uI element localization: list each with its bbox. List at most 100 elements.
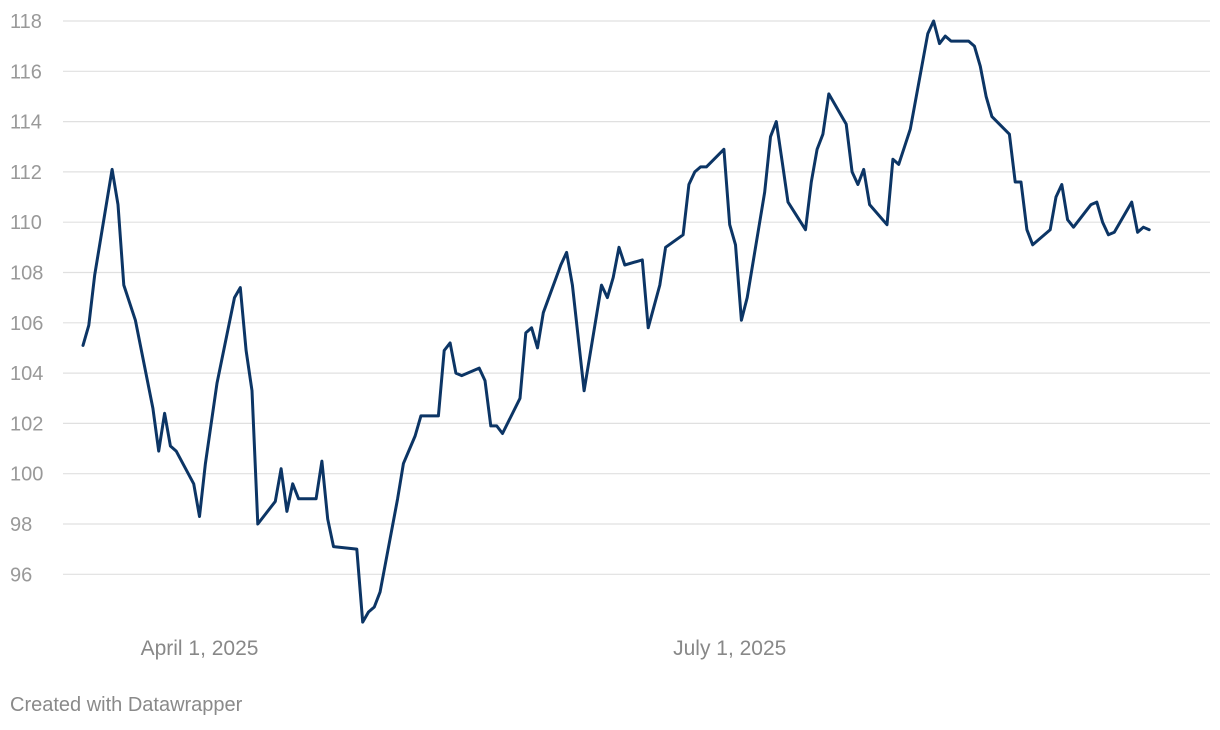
data-point[interactable] <box>936 40 944 48</box>
data-point[interactable] <box>860 165 868 173</box>
data-point[interactable] <box>813 145 821 153</box>
data-point[interactable] <box>761 188 769 196</box>
data-point[interactable] <box>399 460 407 468</box>
data-point[interactable] <box>370 603 378 611</box>
data-point[interactable] <box>120 281 128 289</box>
data-point[interactable] <box>411 432 419 440</box>
data-point[interactable] <box>947 37 955 45</box>
data-point[interactable] <box>848 168 856 176</box>
data-point[interactable] <box>114 201 122 209</box>
data-point[interactable] <box>161 409 169 417</box>
data-point[interactable] <box>131 316 139 324</box>
data-point[interactable] <box>557 261 565 269</box>
data-point[interactable] <box>1064 216 1072 224</box>
data-point[interactable] <box>726 221 734 229</box>
data-point[interactable] <box>236 284 244 292</box>
data-point[interactable] <box>312 495 320 503</box>
data-point[interactable] <box>854 181 862 189</box>
data-point[interactable] <box>271 497 279 505</box>
data-point[interactable] <box>842 120 850 128</box>
data-point[interactable] <box>866 201 874 209</box>
data-point[interactable] <box>598 281 606 289</box>
data-point[interactable] <box>702 163 710 171</box>
data-point[interactable] <box>1058 181 1066 189</box>
data-point[interactable] <box>924 30 932 38</box>
data-point[interactable] <box>767 133 775 141</box>
data-point[interactable] <box>644 324 652 332</box>
data-point[interactable] <box>493 422 501 430</box>
data-point[interactable] <box>895 160 903 168</box>
data-point[interactable] <box>603 294 611 302</box>
data-point[interactable] <box>539 309 547 317</box>
data-point[interactable] <box>190 480 198 488</box>
data-point[interactable] <box>778 158 786 166</box>
data-point[interactable] <box>720 145 728 153</box>
data-point[interactable] <box>1099 218 1107 226</box>
data-point[interactable] <box>213 379 221 387</box>
data-point[interactable] <box>906 125 914 133</box>
data-point[interactable] <box>242 347 250 355</box>
data-point[interactable] <box>1093 198 1101 206</box>
data-point[interactable] <box>1046 226 1054 234</box>
data-point[interactable] <box>475 364 483 372</box>
data-point[interactable] <box>534 344 542 352</box>
data-point[interactable] <box>91 271 99 279</box>
data-point[interactable] <box>289 480 297 488</box>
data-point[interactable] <box>609 274 617 282</box>
data-point[interactable] <box>1029 241 1037 249</box>
data-point[interactable] <box>772 118 780 126</box>
data-point[interactable] <box>737 316 745 324</box>
data-point[interactable] <box>563 248 571 256</box>
data-point[interactable] <box>930 17 938 25</box>
data-point[interactable] <box>901 143 909 151</box>
data-point[interactable] <box>446 339 454 347</box>
data-point[interactable] <box>108 165 116 173</box>
data-point[interactable] <box>825 90 833 98</box>
data-point[interactable] <box>85 321 93 329</box>
data-point[interactable] <box>970 42 978 50</box>
data-point[interactable] <box>679 231 687 239</box>
data-point[interactable] <box>155 447 163 455</box>
data-point[interactable] <box>481 377 489 385</box>
data-point[interactable] <box>883 221 891 229</box>
data-point[interactable] <box>499 430 507 438</box>
data-point[interactable] <box>621 261 629 269</box>
data-point[interactable] <box>1070 223 1078 231</box>
data-point[interactable] <box>79 341 87 349</box>
data-point[interactable] <box>254 520 262 528</box>
data-point[interactable] <box>1017 178 1025 186</box>
data-point[interactable] <box>394 495 402 503</box>
data-point[interactable] <box>458 372 466 380</box>
data-point[interactable] <box>1110 228 1118 236</box>
data-point[interactable] <box>982 92 990 100</box>
data-point[interactable] <box>1023 226 1031 234</box>
data-point[interactable] <box>172 447 180 455</box>
data-point[interactable] <box>988 113 996 121</box>
data-point[interactable] <box>359 618 367 626</box>
data-point[interactable] <box>580 387 588 395</box>
data-point[interactable] <box>656 281 664 289</box>
data-point[interactable] <box>807 178 815 186</box>
data-point[interactable] <box>277 465 285 473</box>
data-point[interactable] <box>248 387 256 395</box>
data-point[interactable] <box>353 545 361 553</box>
data-point[interactable] <box>819 130 827 138</box>
data-point[interactable] <box>196 513 204 521</box>
data-point[interactable] <box>201 460 209 468</box>
data-point[interactable] <box>516 394 524 402</box>
data-point[interactable] <box>638 256 646 264</box>
data-point[interactable] <box>283 507 291 515</box>
data-point[interactable] <box>440 347 448 355</box>
data-point[interactable] <box>1005 130 1013 138</box>
data-point[interactable] <box>149 404 157 412</box>
data-point[interactable] <box>568 281 576 289</box>
data-point[interactable] <box>685 181 693 189</box>
data-point[interactable] <box>318 457 326 465</box>
data-point[interactable] <box>662 243 670 251</box>
data-point[interactable] <box>615 243 623 251</box>
data-point[interactable] <box>1128 198 1136 206</box>
data-point[interactable] <box>434 412 442 420</box>
data-point[interactable] <box>324 515 332 523</box>
data-point[interactable] <box>802 226 810 234</box>
data-point[interactable] <box>231 294 239 302</box>
